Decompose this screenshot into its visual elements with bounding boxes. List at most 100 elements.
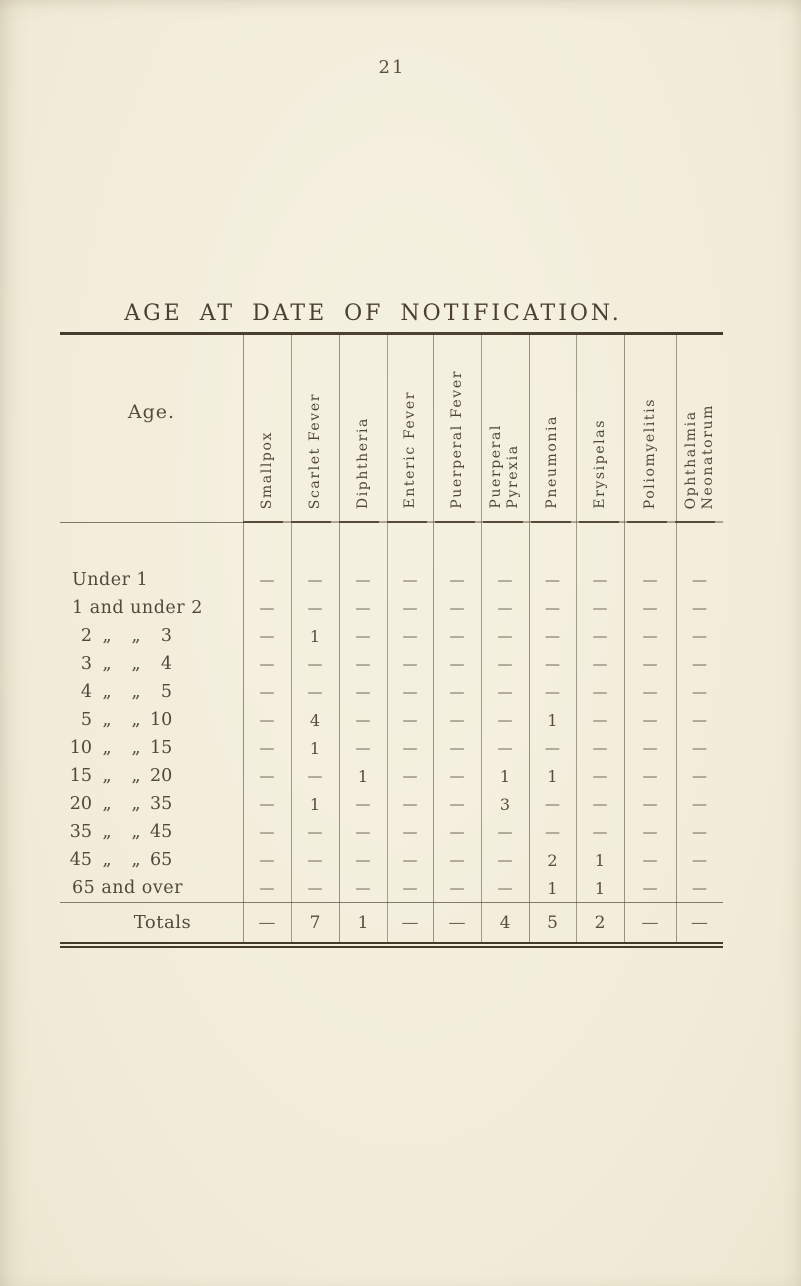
ditto-mark: „ bbox=[131, 822, 141, 842]
table-row: 1 and under 2 — — — — — — — — — — bbox=[60, 594, 723, 622]
cell-poliomyelitis: — bbox=[642, 599, 658, 617]
cell-poliomyelitis: — bbox=[642, 683, 658, 701]
column-header-diphtheria: Diphtheria bbox=[339, 335, 387, 522]
cell-diphtheria: — bbox=[355, 879, 371, 897]
ditto-mark: „ bbox=[102, 626, 112, 646]
cell-enteric-fever: — bbox=[402, 823, 418, 841]
cell-poliomyelitis: — bbox=[642, 655, 658, 673]
cell-poliomyelitis: — bbox=[642, 851, 658, 869]
cell-puerperal-pyrexia: — bbox=[497, 571, 513, 589]
cell-smallpox: — bbox=[259, 795, 275, 813]
table-body: Under 1 — — — — — — — — — — 1 and under 2 — — — — — — — — — —… bbox=[60, 522, 723, 902]
cell-erysipelas: — bbox=[592, 655, 608, 673]
cell-poliomyelitis: — bbox=[642, 767, 658, 785]
cell-pneumonia: 1 bbox=[547, 710, 558, 730]
totals-cell-poliomyelitis: — bbox=[641, 912, 659, 933]
table-row: 45 „ „ 65 — — — — — — 2 1 — — bbox=[60, 846, 723, 874]
age-to: 20 bbox=[150, 766, 173, 786]
cell-ophthalmia-neonatorum: — bbox=[692, 571, 707, 589]
cell-ophthalmia-neonatorum: — bbox=[692, 851, 707, 869]
cell-puerperal-fever: — bbox=[449, 823, 465, 841]
age-cell: Under 1 bbox=[60, 570, 243, 590]
cell-enteric-fever: — bbox=[402, 879, 418, 897]
column-header-text-smallpox: Smallpox bbox=[259, 431, 276, 509]
column-header-text-erysipelas: Erysipelas bbox=[592, 419, 609, 509]
cell-scarlet-fever: — bbox=[307, 655, 323, 673]
cell-smallpox: — bbox=[259, 823, 275, 841]
cell-erysipelas: — bbox=[592, 823, 608, 841]
column-header-line: Poliomyelitis bbox=[641, 397, 658, 509]
age-cell: 45 „ „ 65 bbox=[60, 850, 243, 870]
age-from: 2 bbox=[80, 626, 92, 646]
column-header-line: Neonatorum bbox=[699, 403, 716, 509]
column-header-line: Diphtheria bbox=[354, 416, 371, 509]
cell-scarlet-fever: 1 bbox=[309, 738, 321, 758]
column-header-text-ophthalmia-neonatorum: Ophthalmia Neonatorum bbox=[683, 404, 717, 509]
totals-cell-puerperal-fever: — bbox=[448, 912, 466, 933]
cell-diphtheria: — bbox=[355, 851, 371, 869]
age-cell: 20 „ „ 35 bbox=[60, 794, 243, 814]
table-title: AGE AT DATE OF NOTIFICATION. bbox=[124, 301, 622, 326]
cell-ophthalmia-neonatorum: — bbox=[692, 879, 707, 897]
page-number: 21 bbox=[378, 57, 406, 78]
totals-row: Totals — 7 1 — — 4 5 2 — — bbox=[60, 903, 723, 942]
column-header-scarlet-fever: Scarlet Fever bbox=[291, 335, 339, 522]
age-from: 10 bbox=[69, 738, 92, 758]
column-header-erysipelas: Erysipelas bbox=[576, 335, 624, 522]
cell-scarlet-fever: — bbox=[307, 683, 323, 701]
cell-poliomyelitis: — bbox=[642, 823, 658, 841]
ditto-mark: „ bbox=[102, 682, 112, 702]
table-row: Under 1 — — — — — — — — — — bbox=[60, 566, 723, 594]
cell-erysipelas: — bbox=[592, 767, 608, 785]
age-to: 3 bbox=[160, 626, 172, 646]
cell-smallpox: — bbox=[259, 683, 275, 701]
totals-cell-scarlet-fever: 7 bbox=[309, 912, 321, 933]
cell-scarlet-fever: — bbox=[307, 767, 323, 785]
age-from: 35 bbox=[69, 822, 92, 842]
age-header-label: Age. bbox=[127, 400, 176, 423]
age-label: 65 and over bbox=[72, 878, 183, 898]
column-header-puerperal-pyrexia: Puerperal Pyrexia bbox=[481, 335, 529, 522]
totals-cell-enteric-fever: — bbox=[401, 912, 419, 933]
age-at-notification-table: Age. Smallpox Scarlet Fever Diphtheria Ente… bbox=[60, 332, 723, 948]
column-header-line: Puerperal bbox=[488, 424, 504, 509]
cell-pneumonia: — bbox=[545, 571, 560, 589]
cell-puerperal-fever: — bbox=[449, 711, 465, 729]
cell-puerperal-pyrexia: — bbox=[497, 683, 513, 701]
cell-ophthalmia-neonatorum: — bbox=[692, 739, 707, 757]
totals-cell-diphtheria: 1 bbox=[357, 912, 369, 933]
cell-pneumonia: — bbox=[545, 739, 560, 757]
column-header-line: Pneumonia bbox=[544, 415, 560, 509]
column-header-text-diphtheria: Diphtheria bbox=[355, 417, 372, 509]
ditto-mark: „ bbox=[102, 822, 112, 842]
age-cell: 1 and under 2 bbox=[60, 598, 243, 618]
ditto-mark: „ bbox=[102, 794, 112, 814]
cell-smallpox: — bbox=[259, 711, 275, 729]
age-from: 5 bbox=[80, 710, 92, 730]
column-header-poliomyelitis: Poliomyelitis bbox=[624, 335, 676, 522]
age-to: 5 bbox=[160, 682, 172, 702]
cell-scarlet-fever: — bbox=[307, 599, 323, 617]
cell-puerperal-pyrexia: — bbox=[497, 879, 513, 897]
cell-enteric-fever: — bbox=[402, 683, 418, 701]
column-header-text-puerperal-fever: Puerperal Fever bbox=[449, 370, 466, 509]
cell-diphtheria: — bbox=[355, 823, 371, 841]
age-to: 4 bbox=[160, 654, 172, 674]
table-row: 65 and over — — — — — — 1 1 — — bbox=[60, 874, 723, 902]
cell-puerperal-pyrexia: — bbox=[497, 627, 513, 645]
cell-diphtheria: — bbox=[355, 627, 371, 645]
cell-erysipelas: — bbox=[592, 711, 608, 729]
age-label: Under 1 bbox=[72, 570, 149, 590]
totals-label: Totals bbox=[133, 912, 192, 933]
cell-puerperal-pyrexia: — bbox=[497, 823, 513, 841]
cell-puerperal-pyrexia: 1 bbox=[499, 766, 511, 786]
cell-enteric-fever: — bbox=[402, 655, 418, 673]
cell-erysipelas: — bbox=[592, 571, 608, 589]
column-header-enteric-fever: Enteric Fever bbox=[387, 335, 433, 522]
cell-pneumonia: — bbox=[545, 683, 560, 701]
cell-pneumonia: — bbox=[545, 795, 560, 813]
cell-scarlet-fever: — bbox=[307, 823, 323, 841]
age-from: 4 bbox=[80, 682, 92, 702]
cell-smallpox: — bbox=[259, 879, 275, 897]
